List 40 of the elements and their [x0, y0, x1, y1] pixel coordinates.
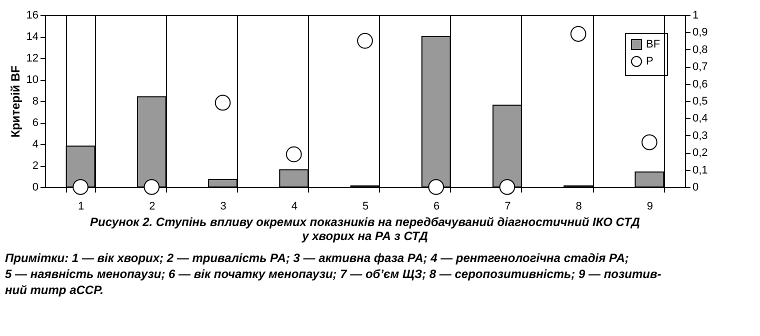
y-tick-label: 0 [32, 182, 38, 194]
y2-tick-label: 1 [692, 10, 699, 22]
text: 5 — наявність менопаузи; 6 — вік початку менопаузи; 7 — об’єм ЩЗ; 8 — серопозитивність; 9 — позитив- [5, 267, 662, 281]
legend-label: P [646, 56, 654, 68]
y2-tick-label: 0,7 [692, 61, 708, 74]
y-tick-label: 4 [32, 138, 38, 150]
y2-tick-label: 0,5 [692, 96, 708, 108]
x-tick-label: 6 [434, 200, 440, 212]
point [428, 179, 444, 195]
x-tick-label: 5 [362, 200, 369, 212]
y2-tick-label: 0,3 [692, 130, 708, 142]
y2-tick-label: 0,4 [692, 112, 708, 125]
text: ний титр аССР. [5, 283, 104, 297]
y-tick-label: 2 [32, 160, 38, 172]
y-tick-label: 6 [32, 117, 38, 129]
y-tick-label: 16 [26, 10, 38, 22]
point [499, 179, 516, 195]
y2-tick-label: 0,9 [692, 26, 708, 39]
x-tick-label: 3 [220, 200, 226, 212]
text: Примітки: 1 — вік хворих; 2 — тривалість РА; 3 — активна фаза РА; 4 — рентгенологічна стадія РА; [5, 251, 629, 265]
y2-tick-label: 0 [692, 182, 699, 194]
point [72, 179, 88, 195]
y2-tick-label: 0,1 [692, 164, 708, 176]
x-tick-label: 7 [504, 200, 511, 212]
legend-label: BF [646, 38, 660, 50]
y2-tick-label: 0,8 [692, 44, 708, 56]
y-tick-label: 8 [32, 96, 38, 108]
y2-tick-label: 0,6 [692, 78, 708, 90]
x-tick-label: 8 [576, 200, 582, 212]
y-tick-label: 14 [26, 31, 38, 43]
y-tick-label: 10 [26, 74, 38, 86]
x-tick-label: 4 [291, 200, 298, 212]
x-tick-label: 1 [78, 200, 84, 212]
text: Рисунок 2. Ступінь впливу окремих показників на передбачуваний діагностичний ІКО СТД у хворих на РА з СТД [90, 215, 640, 243]
point [144, 179, 160, 195]
y2-tick-label: 0,2 [692, 147, 708, 160]
x-tick-label: 2 [149, 200, 156, 212]
y-axis-title: Критерій BF [8, 66, 22, 138]
y-tick-label: 12 [26, 52, 38, 64]
x-tick-label: 9 [646, 200, 654, 212]
